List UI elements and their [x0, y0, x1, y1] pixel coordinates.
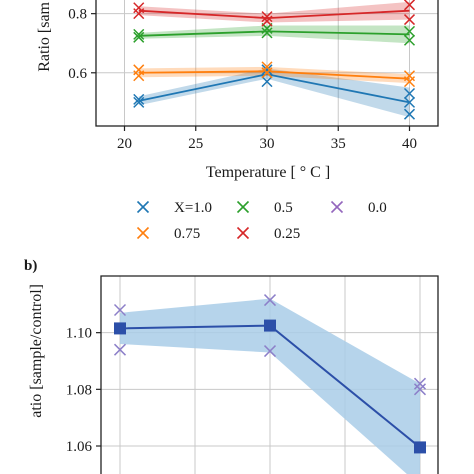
panel-a-y-ticks: 0.6 0.8: [68, 7, 96, 82]
panel-a-sample-point: [403, 108, 416, 120]
panel-b-y-ticks: 1.06 1.08 1.10: [66, 326, 101, 455]
panel-a-sample-point: [261, 11, 273, 23]
panel-a-sample-point: [261, 15, 273, 27]
panel-b-mean-marker: [114, 322, 126, 335]
panel-a-x-tick-label: 30: [260, 136, 275, 152]
panel-a-bands: [138, 1, 410, 118]
panel-a-sample-point: [403, 0, 416, 11]
legend-entry: 0.75: [136, 226, 200, 242]
panel-a-x-ticks: 20 25 30 35 40: [117, 126, 417, 152]
panel-b-y-axis-label: atio [sample/control]: [28, 284, 45, 418]
panel-a-sample-point: [261, 61, 273, 73]
panel-a-sample-point: [403, 70, 416, 82]
legend-marker: [136, 226, 150, 240]
panel-a-x-tick-label: 35: [331, 136, 346, 152]
panel-a-sample-point: [403, 87, 416, 100]
panel-a-y-tick-label: 0.8: [68, 7, 87, 23]
panel-a-sample-point: [133, 96, 145, 108]
panel-b-sample-point: [113, 343, 127, 356]
panel-a-sample-point: [133, 2, 145, 14]
panel-b-sample-point: [263, 345, 277, 358]
legend-label: 0.25: [274, 226, 300, 242]
panel-a-sample-point: [403, 34, 416, 46]
legend-label: X=1.0: [174, 200, 212, 216]
panel-a-y-tick-label: 0.6: [68, 66, 87, 82]
panel-a-sample-point: [261, 27, 273, 39]
panel-a-x-tick-label: 20: [117, 136, 132, 152]
legend-label: 0.0: [368, 200, 387, 216]
panel-a-sample-point: [261, 76, 273, 88]
panel-b-label: b): [24, 258, 37, 274]
panel-b-y-tick-label: 1.06: [66, 439, 93, 455]
legend-entry: 0.5: [236, 200, 293, 216]
panel-a-sample-point: [261, 64, 273, 76]
panel-b-mean-marker: [414, 441, 426, 454]
panel-b-mean-marker: [264, 319, 276, 332]
panel-a-samples: [133, 0, 416, 120]
panel-a-band-series-2: [138, 25, 410, 44]
panel-a-sample-point: [403, 96, 416, 108]
panel-a-sample-point: [133, 31, 145, 43]
panel-a-y-axis-label: Ratio [sam: [36, 1, 53, 71]
legend-label: 0.5: [274, 200, 293, 216]
panel-a-line-series-3: [138, 9, 410, 19]
panel-a-line-series-0: [138, 73, 410, 104]
legend-marker: [236, 226, 250, 240]
panel-a-line-series-1: [138, 70, 410, 80]
panel-b-mean-markers: [114, 319, 426, 454]
panel-a-sample-point: [403, 25, 416, 37]
legend-entry: 0.25: [236, 226, 300, 242]
panel-b-sample-point: [263, 294, 277, 307]
panel-b-y-tick-label: 1.10: [66, 326, 92, 342]
legend-label: 0.75: [174, 226, 200, 242]
panel-b-bands: [120, 298, 420, 474]
panel-a-band-series-0: [138, 68, 410, 118]
panel-b-plot-frame: [100, 275, 439, 474]
panel-a-line-series-2: [138, 30, 410, 37]
panel-a-legend: X=1.0 0.5 0.0 0.75 0.25: [136, 200, 387, 242]
panel-a-sample-point: [133, 64, 145, 76]
panel-a-lines: [138, 9, 410, 104]
legend-marker: [236, 200, 250, 214]
panel-a-x-tick-label: 25: [188, 136, 203, 152]
panel-a-sample-point: [403, 14, 416, 26]
panel-b-sample-point: [113, 303, 127, 317]
panel-a-sample-point: [133, 28, 145, 40]
legend-entry: X=1.0: [136, 200, 212, 216]
panel-a-sample-point: [133, 93, 145, 105]
legend-entry: 0.0: [330, 200, 387, 216]
panel-b-sample-point: [413, 383, 427, 396]
panel-a-x-axis-label: Temperature [ ° C ]: [206, 164, 330, 181]
panel-b-band: [120, 298, 420, 474]
panel-b-sample-point: [413, 377, 427, 390]
legend-marker: [330, 200, 344, 214]
legend-marker: [136, 200, 150, 214]
panel-b-samples: [113, 294, 427, 396]
panel-a-band-series-3: [138, 1, 410, 23]
panel-b-y-tick-label: 1.08: [66, 382, 92, 398]
panel-b-chart: 1.06 1.08 1.10 atio [sample/control]: [28, 275, 439, 474]
panel-a-x-tick-label: 40: [402, 136, 417, 152]
panel-a-chart: 20 25 30 35 40 0.6 0.8 Temperature [ ° C ] Ra…: [36, 0, 439, 242]
